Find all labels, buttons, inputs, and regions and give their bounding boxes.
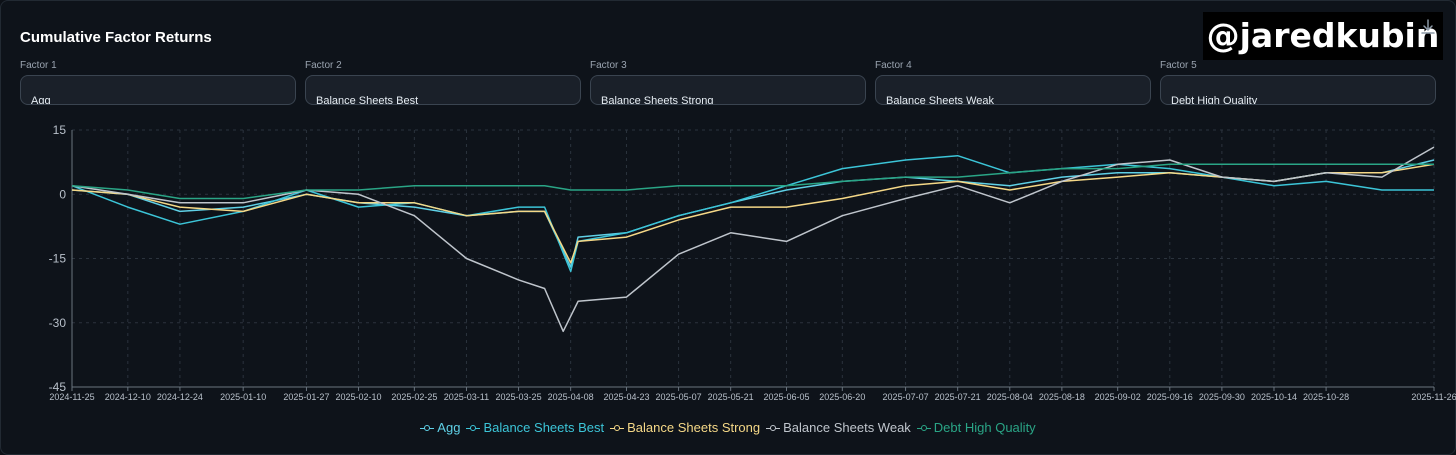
x-tick-label: 2025-11-26 xyxy=(1411,392,1456,402)
series-line-5 xyxy=(71,163,1434,200)
series-line-2 xyxy=(71,154,1434,273)
legend-marker-icon xyxy=(766,424,781,434)
x-tick-label: 2024-12-24 xyxy=(157,392,203,402)
x-tick-label: 2025-02-10 xyxy=(336,392,382,402)
y-tick-label: 0 xyxy=(59,187,66,201)
factor-1-dropdown[interactable]: Agg xyxy=(20,75,296,105)
factor-4-value: Balance Sheets Weak xyxy=(886,95,995,105)
x-tick-label: 2025-05-07 xyxy=(656,392,702,402)
x-tick-label: 2024-11-25 xyxy=(49,392,94,402)
x-tick-label: 2025-01-27 xyxy=(283,392,329,402)
y-tick-label: -30 xyxy=(49,316,67,330)
x-tick-label: 2025-06-20 xyxy=(819,392,865,402)
factor-5-value: Debt High Quality xyxy=(1171,95,1258,105)
factor-5-label: Factor 5 xyxy=(1160,60,1197,71)
x-tick-label: 2025-10-28 xyxy=(1303,392,1349,402)
page-title: Cumulative Factor Returns xyxy=(20,29,212,46)
y-tick-label: -15 xyxy=(49,252,67,266)
legend-label: Balance Sheets Best xyxy=(483,420,605,435)
x-tick-label: 2025-08-04 xyxy=(987,392,1033,402)
factor-5-dropdown[interactable]: Debt High Quality xyxy=(1160,75,1436,105)
legend-item[interactable]: Balance Sheets Best xyxy=(466,420,604,435)
factor-4-dropdown[interactable]: Balance Sheets Weak xyxy=(875,75,1151,105)
factor-2-label: Factor 2 xyxy=(305,60,342,71)
legend-label: Debt High Quality xyxy=(933,420,1036,435)
factor-1-value: Agg xyxy=(31,95,51,105)
grid xyxy=(71,129,1435,388)
factor-4-select[interactable]: Factor 4 Balance Sheets Weak xyxy=(875,60,1151,105)
x-tick-label: 2025-02-25 xyxy=(391,392,437,402)
x-tick-label: 2025-05-21 xyxy=(708,392,754,402)
factor-1-label: Factor 1 xyxy=(20,60,57,71)
x-tick-label: 2025-09-02 xyxy=(1095,392,1141,402)
x-tick-label: 2025-09-16 xyxy=(1147,392,1193,402)
factor-3-dropdown[interactable]: Balance Sheets Strong xyxy=(590,75,866,105)
legend-item[interactable]: Agg xyxy=(420,420,460,435)
legend: Agg Balance Sheets Best Balance Sheets Str… xyxy=(0,420,1456,435)
x-tick-label: 2025-08-18 xyxy=(1039,392,1085,402)
download-icon[interactable] xyxy=(1420,18,1436,36)
x-tick-label: 2025-04-23 xyxy=(603,392,649,402)
legend-item[interactable]: Balance Sheets Strong xyxy=(610,420,760,435)
x-tick-label: 2024-12-10 xyxy=(105,392,151,402)
legend-label: Balance Sheets Strong xyxy=(627,420,761,435)
legend-marker-icon xyxy=(466,424,481,434)
series-line-4 xyxy=(71,146,1435,333)
y-tick-label: 15 xyxy=(53,123,67,137)
watermark: @jaredkubin xyxy=(1203,12,1443,60)
legend-marker-icon xyxy=(420,424,435,434)
legend-item[interactable]: Debt High Quality xyxy=(916,420,1036,435)
factor-2-select[interactable]: Factor 2 Balance Sheets Best xyxy=(305,60,581,105)
x-tick-label: 2025-03-11 xyxy=(444,392,489,402)
x-tick-label: 2025-09-30 xyxy=(1199,392,1245,402)
series-line-3 xyxy=(71,163,1435,264)
factor-2-dropdown[interactable]: Balance Sheets Best xyxy=(305,75,581,105)
factor-1-select[interactable]: Factor 1 Agg xyxy=(20,60,296,105)
legend-marker-icon xyxy=(610,424,625,434)
legend-label: Agg xyxy=(437,420,461,435)
x-tick-label: 2025-06-05 xyxy=(763,392,809,402)
x-tick-label: 2025-07-21 xyxy=(935,392,981,402)
factor-3-value: Balance Sheets Strong xyxy=(601,95,714,105)
legend-marker-icon xyxy=(916,424,931,434)
factor-3-label: Factor 3 xyxy=(590,60,627,71)
x-tick-label: 2025-03-25 xyxy=(496,392,542,402)
legend-item[interactable]: Balance Sheets Weak xyxy=(766,420,911,435)
factor-3-select[interactable]: Factor 3 Balance Sheets Strong xyxy=(590,60,866,105)
factor-2-value: Balance Sheets Best xyxy=(316,95,419,105)
series-lines xyxy=(71,146,1435,333)
x-tick-label: 2025-04-08 xyxy=(548,392,594,402)
factor-4-label: Factor 4 xyxy=(875,60,912,71)
x-tick-label: 2025-01-10 xyxy=(220,392,266,402)
x-tick-label: 2025-07-07 xyxy=(883,392,929,402)
x-tick-label: 2025-10-14 xyxy=(1251,392,1297,402)
legend-label: Balance Sheets Weak xyxy=(783,420,911,435)
series-line-1 xyxy=(71,159,1435,268)
factor-5-select[interactable]: Factor 5 Debt High Quality xyxy=(1160,60,1436,105)
y-tick-label: -45 xyxy=(49,380,67,394)
